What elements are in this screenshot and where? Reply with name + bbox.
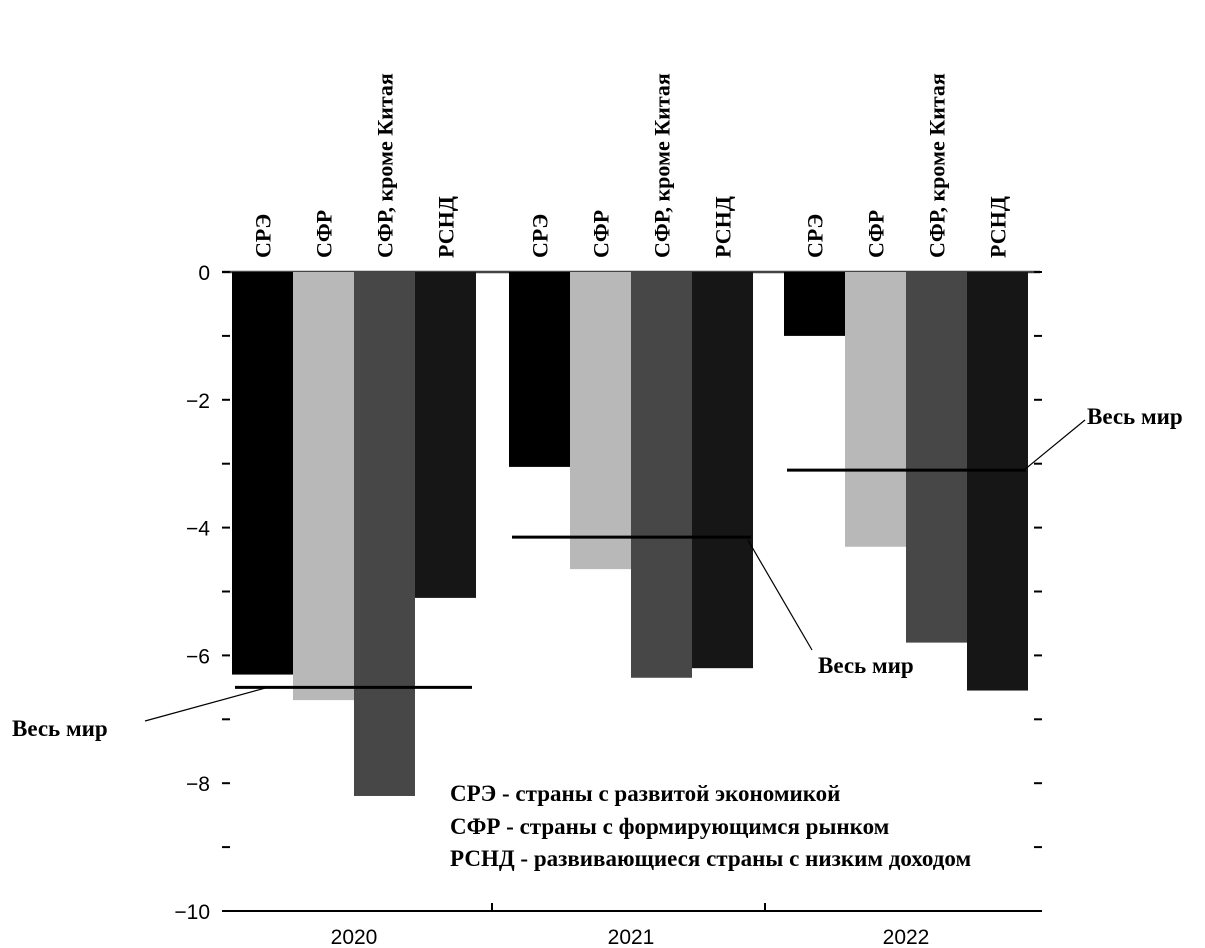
series-label: СФР, кроме Китая — [925, 73, 950, 258]
world-annotation-leader — [747, 539, 813, 651]
series-label: РСНД — [434, 196, 459, 258]
y-tick-label: −6 — [186, 645, 210, 668]
bar — [845, 272, 906, 547]
bar — [784, 272, 845, 336]
y-tick-label: −4 — [186, 518, 210, 541]
bars-layer — [232, 272, 1028, 796]
legend: СРЭ - страны с развитой экономикой СФР -… — [450, 781, 971, 871]
legend-entry-rsnd: РСНД - развивающиеся страны с низким дох… — [450, 846, 971, 871]
axes-layer: 0 −2 −4 −6 −8 −10 2020 2021 2022 — [174, 262, 1042, 948]
y-tick-label: −8 — [186, 773, 210, 796]
series-label: СРЭ — [803, 214, 828, 258]
bar — [509, 272, 570, 467]
series-label: СРЭ — [251, 214, 276, 258]
world-annotation-label: Весь мир — [818, 653, 914, 678]
world-annotation-leader — [144, 686, 269, 722]
bar-labels-layer: СРЭ СФР СФР, кроме Китая РСНД СРЭ СФР СФР, кро… — [251, 73, 1011, 258]
bar — [415, 272, 476, 598]
bar — [293, 272, 354, 701]
bar — [906, 272, 967, 643]
x-tick-label: 2020 — [331, 926, 378, 948]
world-annotation-label: Весь мир — [12, 716, 108, 741]
y-tick-label: 0 — [198, 262, 210, 285]
legend-entry-sfr: СФР - страны с формирующимся рынком — [450, 814, 889, 839]
y-tick-label: −2 — [186, 390, 210, 413]
series-label: СФР, кроме Китая — [650, 73, 675, 258]
world-annotation-label: Весь мир — [1087, 404, 1183, 429]
bar — [631, 272, 692, 678]
series-label: СФР — [864, 210, 889, 258]
series-label: СФР — [589, 210, 614, 258]
bar — [967, 272, 1028, 691]
y-tick-label: −10 — [174, 901, 210, 924]
x-tick-label: 2021 — [608, 926, 655, 948]
bar — [354, 272, 415, 796]
series-label: СФР — [312, 210, 337, 258]
x-tick-label: 2022 — [883, 926, 930, 948]
bar — [232, 272, 293, 675]
series-label: СРЭ — [528, 214, 553, 258]
world-annotation-leader — [1023, 419, 1086, 471]
world-lines-layer: Весь мир Весь мир Весь мир — [12, 404, 1183, 741]
series-label: РСНД — [986, 196, 1011, 258]
legend-entry-sre: СРЭ - страны с развитой экономикой — [450, 781, 840, 806]
bar — [692, 272, 753, 669]
series-label: РСНД — [711, 196, 736, 258]
bar — [570, 272, 631, 570]
series-label: СФР, кроме Китая — [373, 73, 398, 258]
